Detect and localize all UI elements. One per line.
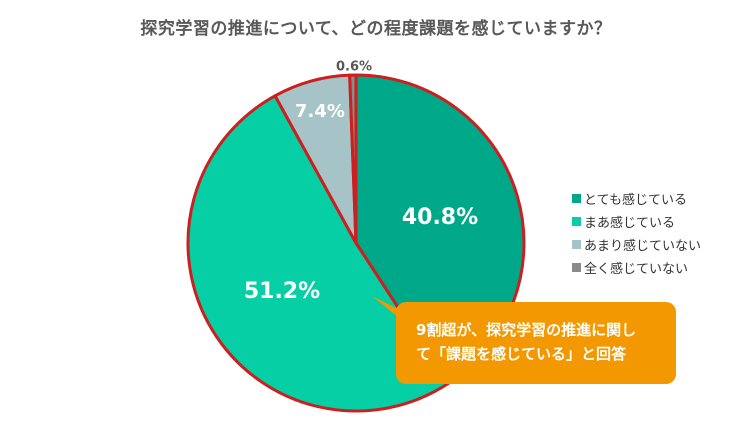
callout-box: 9割超が、探究学習の推進に関し て「課題を感じている」と回答 bbox=[396, 302, 676, 384]
slice-somewhat bbox=[186, 94, 450, 413]
legend-label-not-at-all: 全く感じていない bbox=[584, 262, 689, 277]
callout-line-2: て「課題を感じている」と回答 bbox=[416, 345, 627, 363]
legend-label-very: とても感じている bbox=[584, 193, 687, 208]
label-not-at-all: 0.6% bbox=[336, 60, 372, 75]
label-not-much: 7.4% bbox=[295, 101, 345, 122]
legend-item-very: とても感じている bbox=[572, 187, 701, 210]
slice-not-at-all bbox=[348, 73, 358, 245]
legend-label-not-much: あまり感じていない bbox=[584, 239, 702, 254]
legend-swatch-very bbox=[572, 194, 581, 203]
legend-swatch-somewhat bbox=[572, 217, 581, 226]
legend: とても感じている まあ感じている あまり感じていない 全く感じていない bbox=[572, 187, 701, 279]
label-somewhat: 51.2% bbox=[244, 279, 320, 304]
label-very: 40.8% bbox=[402, 205, 478, 230]
legend-item-not-much: あまり感じていない bbox=[572, 233, 701, 256]
legend-item-not-at-all: 全く感じていない bbox=[572, 256, 701, 279]
legend-swatch-not-at-all bbox=[572, 263, 581, 272]
legend-swatch-not-much bbox=[572, 240, 581, 249]
legend-label-somewhat: まあ感じている bbox=[584, 216, 676, 231]
legend-item-somewhat: まあ感じている bbox=[572, 210, 701, 233]
chart-title: 探究学習の推進について、どの程度課題を感じていますか？ bbox=[140, 19, 612, 39]
callout-line-1: 9割超が、探究学習の推進に関し bbox=[416, 321, 637, 339]
